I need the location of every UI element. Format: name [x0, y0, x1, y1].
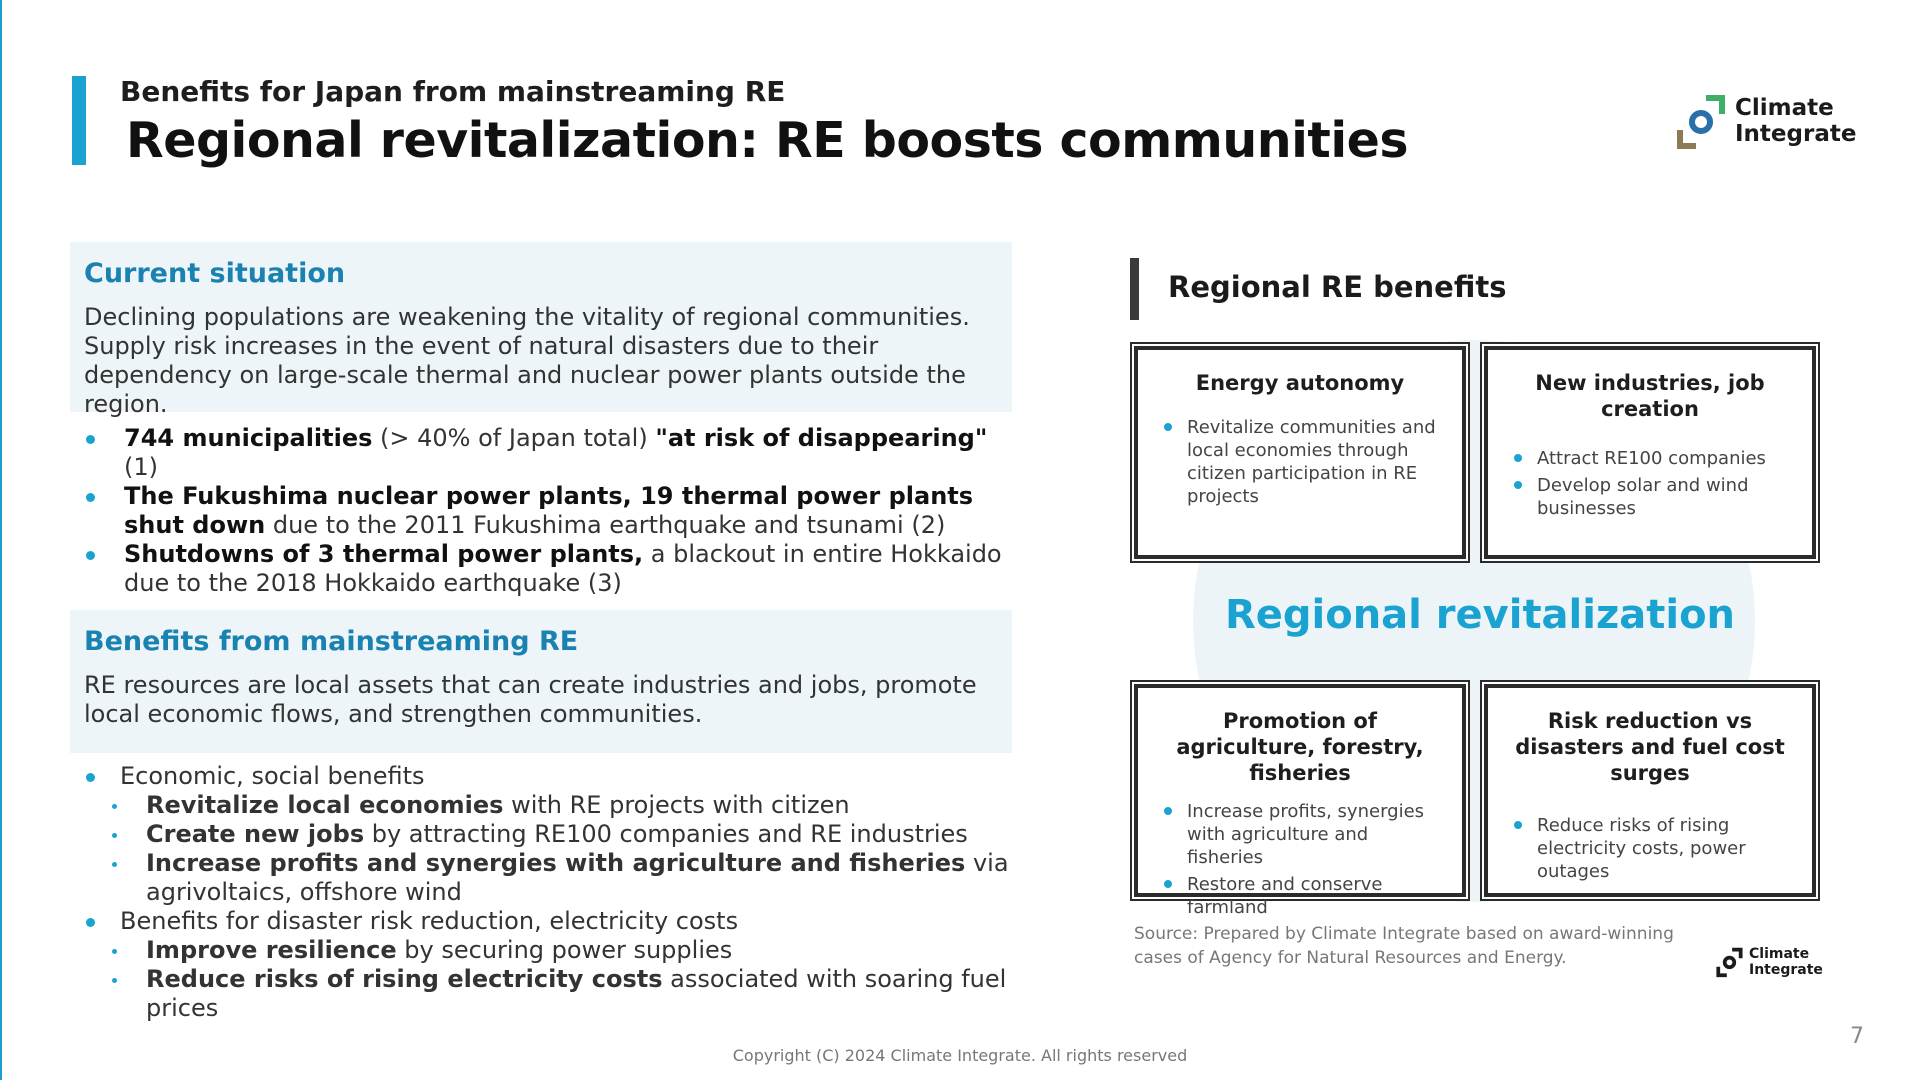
- logo-mark-icon: [1716, 947, 1743, 978]
- sub-bullet-icon: [112, 862, 117, 867]
- bullet-dot-icon: [1514, 821, 1522, 829]
- sub-list-item: Reduce risks of rising electricity costs…: [86, 965, 1016, 1023]
- current-situation-heading: Current situation: [84, 258, 346, 289]
- benefits-body: RE resources are local assets that can c…: [84, 671, 977, 728]
- current-situation-bullets: 744 municipalities (> 40% of Japan total…: [86, 424, 1016, 598]
- sub-list-item: Increase profits and synergies with agri…: [86, 849, 1016, 907]
- climate-integrate-logo: Climate Integrate: [1672, 92, 1872, 156]
- sub-bullet-icon: [112, 804, 117, 809]
- bullet-dot-icon: [86, 493, 95, 502]
- bullet-dot-icon: [86, 918, 95, 927]
- left-edge-rule: [0, 0, 2, 1080]
- slide-title: Regional revitalization: RE boosts commu…: [126, 112, 1409, 169]
- slide-subtitle: Benefits for Japan from mainstreaming RE: [120, 75, 786, 108]
- sub-list-item: Improve resilience by securing power sup…: [86, 936, 1016, 965]
- benefits-heading: Benefits from mainstreaming RE: [84, 626, 579, 657]
- bullet-dot-icon: [86, 551, 95, 560]
- list-item: Economic, social benefits: [86, 762, 1016, 791]
- regional-benefits-title: Regional RE benefits: [1168, 270, 1507, 304]
- list-item: Develop solar and wind businesses: [1514, 474, 1794, 520]
- list-item: 744 municipalities (> 40% of Japan total…: [86, 424, 1016, 482]
- benefit-box-title: New industries, job creation: [1535, 371, 1765, 421]
- sub-list-item: Create new jobs by attracting RE100 comp…: [86, 820, 1016, 849]
- bullet-dot-icon: [1164, 880, 1172, 888]
- regional-benefits-accent-bar: [1130, 258, 1139, 320]
- benefit-box-energy-autonomy: Energy autonomy Revitalize communities a…: [1134, 346, 1466, 559]
- benefits-panel: Benefits from mainstreaming RE RE resour…: [70, 610, 1012, 753]
- sub-bullet-icon: [112, 978, 117, 983]
- copyright-footer: Copyright (C) 2024 Climate Integrate. Al…: [732, 1046, 1188, 1065]
- bullet-dot-icon: [86, 773, 95, 782]
- list-item: Attract RE100 companies: [1514, 447, 1794, 470]
- benefit-box-title: Promotion of agriculture, forestry, fish…: [1176, 709, 1424, 785]
- sub-bullet-icon: [112, 949, 117, 954]
- bullet-dot-icon: [1164, 423, 1172, 431]
- page-number: 7: [1850, 1024, 1864, 1049]
- list-item: Reduce risks of rising electricity costs…: [1514, 814, 1794, 883]
- sub-list-item: Revitalize local economies with RE proje…: [86, 791, 1016, 820]
- title-accent-bar: [72, 76, 86, 165]
- list-item: Revitalize communities and local economi…: [1164, 416, 1444, 508]
- list-item: Benefits for disaster risk reduction, el…: [86, 907, 1016, 936]
- current-situation-body: Declining populations are weakening the …: [84, 303, 970, 418]
- logo-wordmark: Climate Integrate: [1749, 946, 1823, 978]
- logo-mark-icon: [1677, 95, 1725, 149]
- benefit-box-title: Risk reduction vs disasters and fuel cos…: [1515, 709, 1785, 785]
- sub-bullet-icon: [112, 833, 117, 838]
- climate-integrate-logo-small: Climate Integrate: [1714, 946, 1834, 980]
- list-item: The Fukushima nuclear power plants, 19 t…: [86, 482, 1016, 540]
- list-item: Increase profits, synergies with agricul…: [1164, 800, 1444, 869]
- bullet-dot-icon: [1514, 454, 1522, 462]
- benefit-box-agriculture: Promotion of agriculture, forestry, fish…: [1134, 684, 1466, 918]
- benefit-box-new-industries: New industries, job creation Attract RE1…: [1484, 346, 1816, 559]
- bullet-dot-icon: [1164, 807, 1172, 815]
- source-note: Source: Prepared by Climate Integrate ba…: [1134, 924, 1674, 968]
- bullet-dot-icon: [86, 435, 95, 444]
- benefit-box-title: Energy autonomy: [1195, 371, 1405, 395]
- current-situation-panel: Current situation Declining populations …: [70, 242, 1012, 418]
- logo-wordmark: Climate Integrate: [1735, 95, 1857, 147]
- list-item: Restore and conserve farmland: [1164, 873, 1444, 919]
- list-item: Shutdowns of 3 thermal power plants, a b…: [86, 540, 1016, 598]
- benefits-bullets: Economic, social benefits Revitalize loc…: [86, 762, 1016, 1023]
- regional-revitalization-label: Regional revitalization: [1224, 592, 1736, 638]
- benefit-box-risk-reduction: Risk reduction vs disasters and fuel cos…: [1484, 684, 1816, 897]
- bullet-dot-icon: [1514, 481, 1522, 489]
